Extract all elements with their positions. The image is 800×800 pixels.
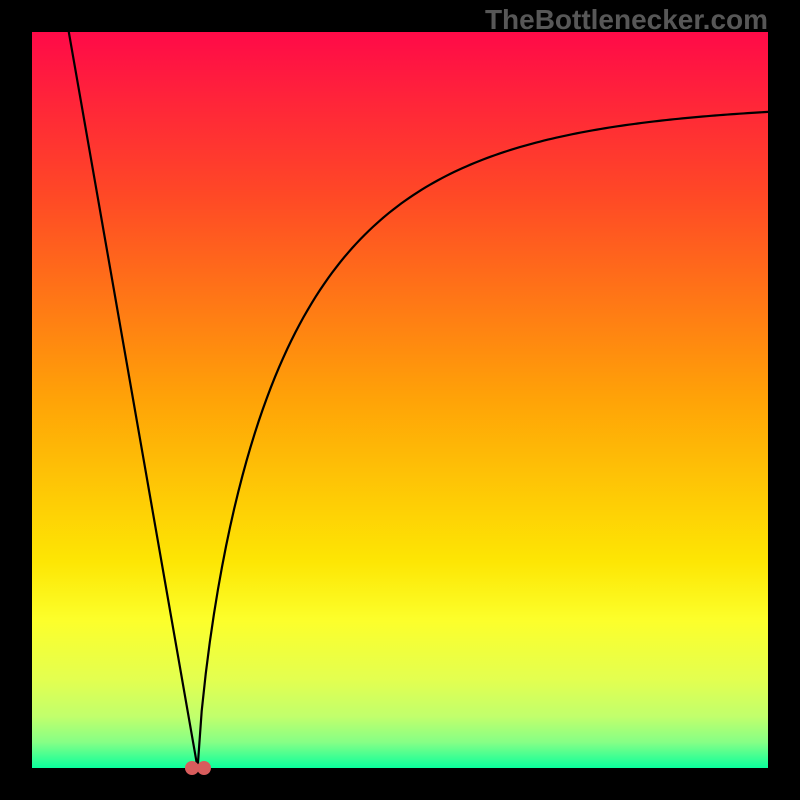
plot-frame: [32, 32, 768, 768]
chart-container: TheBottlenecker.com: [0, 0, 800, 800]
watermark-text: TheBottlenecker.com: [485, 4, 768, 36]
vertex-marker: [197, 761, 211, 775]
bottleneck-curve: [32, 32, 768, 768]
